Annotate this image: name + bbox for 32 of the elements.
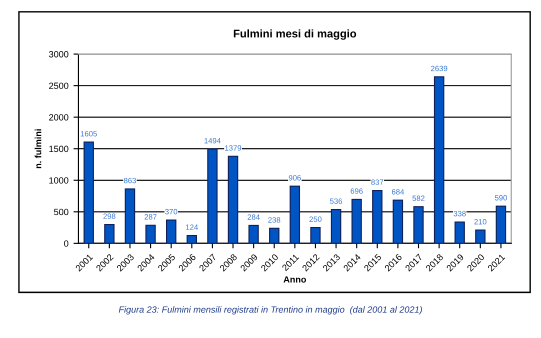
y-tick-label: 0 <box>64 240 68 247</box>
bar <box>290 186 300 244</box>
bar <box>413 206 424 244</box>
chart-title: Fulmini mesi di maggio <box>234 29 356 40</box>
bar <box>434 76 444 244</box>
bar <box>496 206 506 244</box>
bar <box>330 208 342 244</box>
y-tick-label: 1500 <box>49 146 68 152</box>
bar <box>84 142 94 244</box>
y-tick-label: 1000 <box>49 177 68 184</box>
y-axis-title: n. fulmini <box>34 129 42 168</box>
bar <box>207 148 218 244</box>
bar <box>186 234 197 244</box>
bar <box>351 198 362 244</box>
text: Figura 23: Fulmini mensili registrati in Trentino in maggio (dal 2001 al 2021) <box>118 306 422 315</box>
y-tick-label: 3000 <box>48 51 68 58</box>
y-tick-label: 2000 <box>49 114 68 121</box>
bar <box>310 227 321 244</box>
bar <box>145 224 156 244</box>
bar <box>228 156 238 244</box>
x-axis-title: Anno <box>284 276 306 283</box>
y-tick-label: 500 <box>54 208 68 216</box>
bar <box>372 190 382 244</box>
bar <box>124 188 136 244</box>
bar <box>454 221 465 244</box>
bar <box>104 224 115 244</box>
bar <box>248 224 259 244</box>
bar <box>475 230 486 244</box>
bar <box>166 219 176 244</box>
y-tick-label: 2500 <box>49 82 68 89</box>
bar <box>269 228 280 244</box>
bar <box>392 200 404 244</box>
